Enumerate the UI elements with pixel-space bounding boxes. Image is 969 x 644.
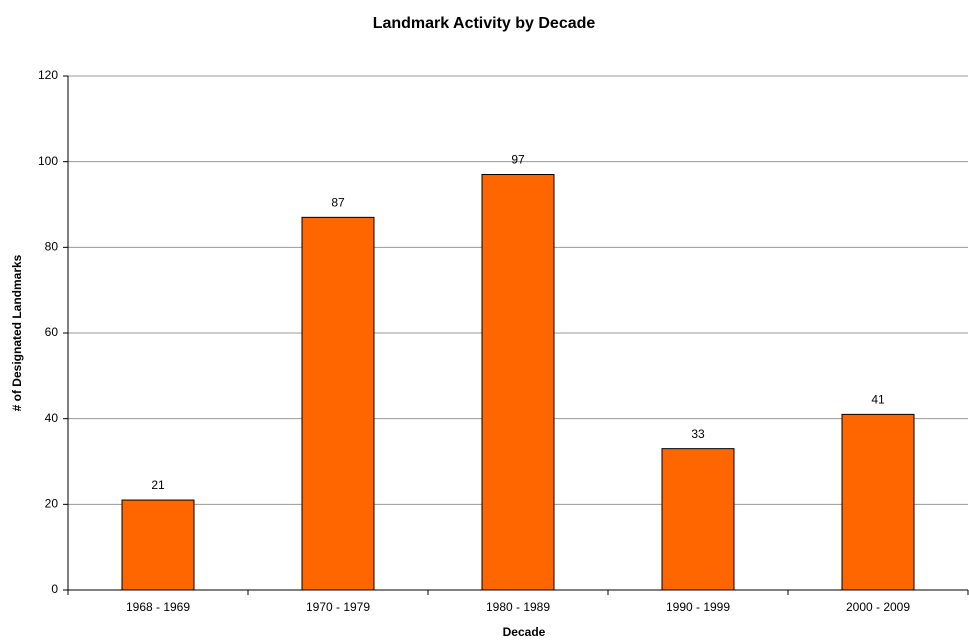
data-label: 97 <box>511 153 525 167</box>
x-tick-label: 1990 - 1999 <box>666 600 730 614</box>
x-tick-label: 1980 - 1989 <box>486 600 550 614</box>
bar <box>841 413 915 591</box>
y-tick-label: 80 <box>45 240 59 254</box>
bar <box>661 448 735 591</box>
data-label: 87 <box>331 196 345 210</box>
data-label: 33 <box>691 427 705 441</box>
x-tick-label: 1970 - 1979 <box>306 600 370 614</box>
bar <box>121 499 195 591</box>
data-label: 41 <box>871 393 885 407</box>
data-label: 21 <box>151 478 165 492</box>
y-tick-label: 0 <box>51 582 58 596</box>
chart-title: Landmark Activity by Decade <box>373 15 596 32</box>
x-tick-label: 2000 - 2009 <box>846 600 910 614</box>
y-tick-label: 60 <box>45 325 59 339</box>
y-tick-label: 40 <box>45 411 59 425</box>
y-tick-label: 100 <box>38 154 58 168</box>
bar <box>481 174 555 591</box>
y-tick-label: 120 <box>38 68 58 82</box>
x-axis-title: Decade <box>503 625 546 639</box>
x-tick-label: 1968 - 1969 <box>126 600 190 614</box>
y-tick-label: 20 <box>45 497 59 511</box>
bar <box>301 216 375 591</box>
y-axis-title: # of Designated Landmarks <box>10 254 24 411</box>
